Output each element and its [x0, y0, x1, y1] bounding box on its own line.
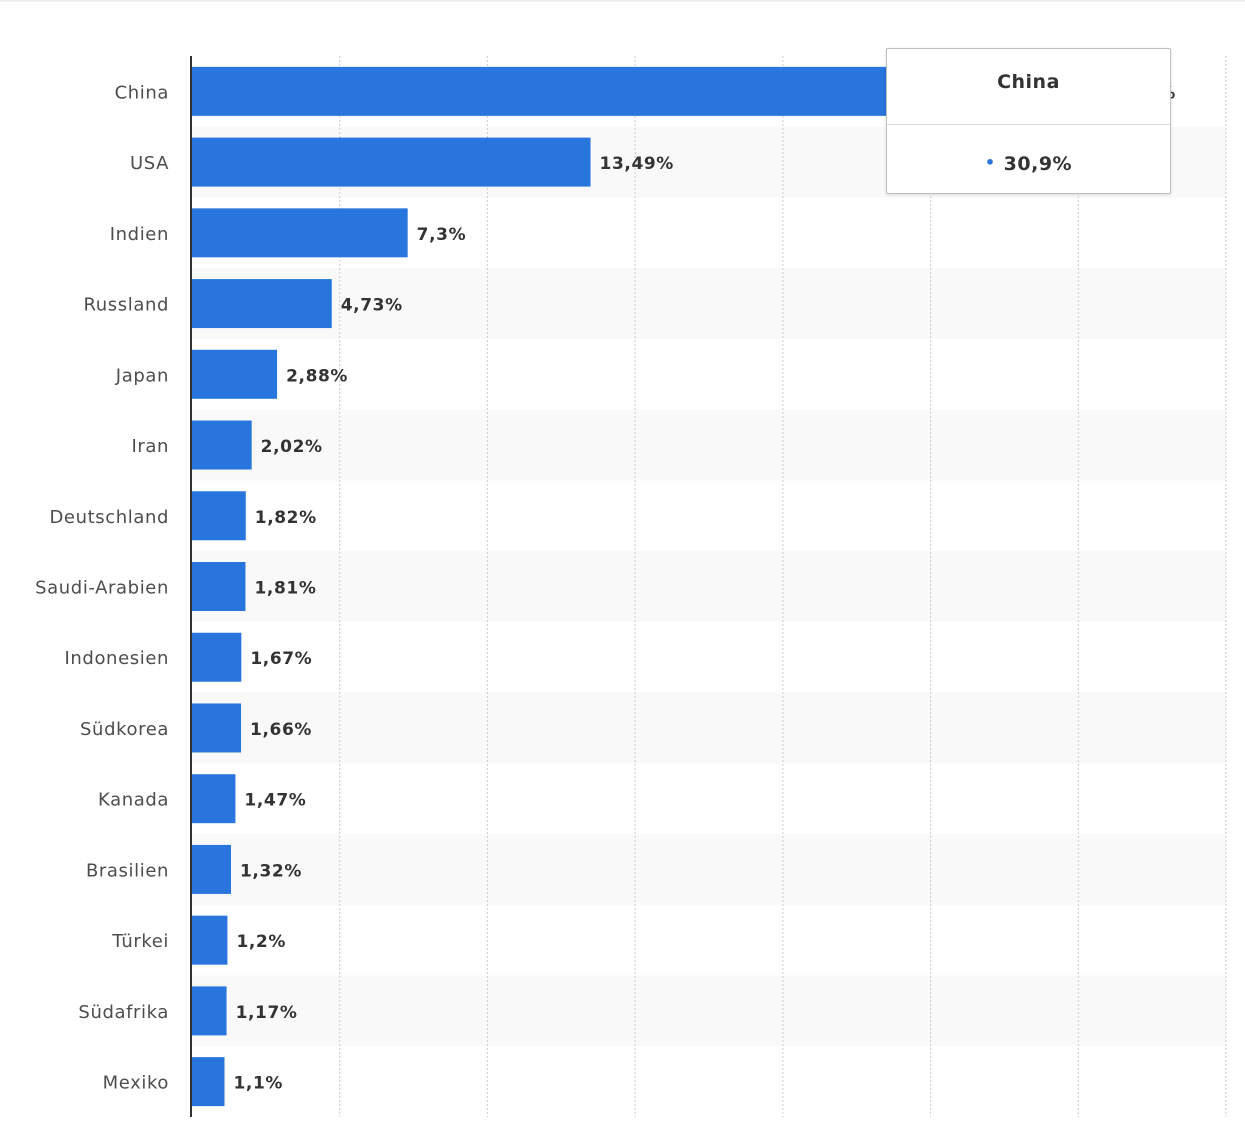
bar-7	[192, 562, 246, 611]
category-label: Indonesien	[65, 648, 170, 669]
series-dot-icon: •	[984, 153, 996, 172]
bar-9	[192, 703, 242, 753]
value-label: 2,88%	[286, 366, 348, 386]
category-label: China	[115, 82, 169, 103]
bar-3	[192, 279, 332, 329]
bar-1	[192, 137, 591, 187]
category-label: Indien	[110, 224, 169, 245]
bar-2	[192, 208, 408, 258]
value-label: 1,81%	[254, 579, 316, 599]
top-divider	[0, 0, 1245, 2]
row-band	[192, 409, 1226, 481]
value-label: 1,1%	[233, 1074, 283, 1094]
category-label: Japan	[115, 365, 169, 386]
category-label: Brasilien	[86, 860, 169, 881]
value-label: 1,2%	[236, 932, 286, 952]
bar-4	[192, 349, 278, 399]
category-label: Deutschland	[49, 507, 169, 528]
row-band	[192, 834, 1226, 905]
category-label: USA	[130, 153, 169, 174]
value-label: 1,67%	[250, 649, 312, 669]
category-label: Kanada	[98, 790, 169, 811]
value-label: 1,17%	[236, 1003, 298, 1023]
category-label: Mexiko	[103, 1073, 169, 1094]
value-label: 2,02%	[261, 437, 323, 457]
bar-12	[192, 915, 228, 965]
row-band	[192, 551, 1226, 622]
bar-8	[192, 632, 242, 682]
bar-5	[192, 420, 252, 470]
tooltip-divider	[887, 124, 1170, 125]
tooltip-value-row: • 30,9%	[887, 153, 1170, 175]
row-band	[192, 975, 1226, 1047]
category-label: Iran	[131, 436, 169, 457]
tooltip: China • 30,9%	[886, 48, 1171, 194]
category-label: Südafrika	[78, 1002, 169, 1023]
category-label: Saudi-Arabien	[35, 578, 169, 599]
value-label: 1,82%	[255, 508, 317, 528]
tooltip-value: 30,9%	[1003, 153, 1073, 175]
category-label: Türkei	[111, 931, 169, 952]
value-label: 1,47%	[244, 791, 306, 811]
bar-10	[192, 774, 236, 824]
value-label: 4,73%	[341, 296, 403, 316]
row-band	[192, 692, 1226, 764]
tooltip-title: China	[997, 71, 1060, 93]
category-label: Südkorea	[80, 719, 169, 740]
bar-14	[192, 1057, 225, 1107]
bar-13	[192, 986, 227, 1036]
value-label: 13,49%	[600, 154, 674, 174]
value-label: 7,3%	[417, 225, 467, 245]
value-label: 1,66%	[250, 720, 312, 740]
bar-6	[192, 491, 246, 541]
bar-11	[192, 844, 231, 894]
value-label: 1,32%	[240, 861, 302, 881]
category-label: Russland	[83, 295, 169, 316]
row-band	[192, 268, 1226, 339]
